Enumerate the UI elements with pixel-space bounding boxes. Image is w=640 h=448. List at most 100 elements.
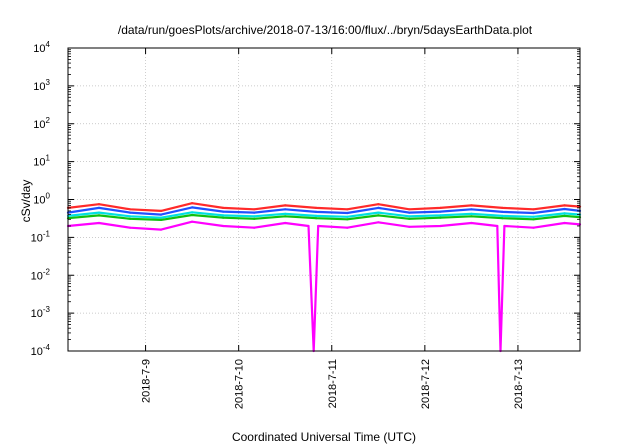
data-point: [346, 208, 349, 211]
data-point: [97, 214, 101, 217]
data-point: [284, 215, 287, 218]
y-tick-label: 102: [33, 116, 50, 131]
data-point: [129, 217, 132, 220]
data-point: [315, 214, 318, 217]
data-point: [408, 225, 411, 228]
data-point: [253, 215, 256, 218]
data-point: [307, 224, 310, 228]
data-point: [532, 226, 535, 229]
data-point: [315, 210, 318, 213]
data-point: [439, 214, 442, 217]
y-tick-label: 10-1: [31, 229, 51, 244]
data-point: [377, 214, 380, 217]
data-point: [470, 208, 473, 211]
series-line: [67, 211, 581, 219]
grid-lines: [68, 48, 580, 351]
data-point: [377, 203, 380, 206]
data-point: [129, 211, 132, 214]
data-point: [439, 210, 442, 213]
data-point: [532, 218, 535, 221]
data-point: [470, 212, 473, 215]
data-point: [501, 214, 504, 217]
data-point: [377, 211, 380, 214]
data-point: [253, 226, 256, 229]
data-point: [346, 211, 349, 215]
data-point: [222, 210, 225, 213]
data-point: [563, 221, 566, 225]
x-axis-label: Coordinated Universal Time (UTC): [232, 430, 416, 444]
data-point: [377, 221, 380, 224]
data-point: [160, 218, 163, 221]
data-point: [408, 215, 411, 218]
x-tick-label: 2018-7-13: [513, 359, 525, 409]
data-point: [377, 206, 380, 209]
data-point: [317, 224, 320, 228]
series-line: [67, 213, 581, 221]
data-point: [191, 202, 194, 205]
data-point: [470, 221, 473, 225]
data-point: [501, 206, 504, 209]
data-point: [346, 226, 349, 229]
data-point: [129, 208, 132, 211]
data-point: [253, 208, 256, 211]
data-point: [191, 220, 194, 223]
data-point: [563, 212, 566, 215]
data-point: [160, 209, 163, 212]
data-point: [129, 215, 132, 218]
data-point: [496, 224, 499, 228]
y-tick-label: 10-3: [31, 305, 51, 320]
series-group: [66, 202, 582, 353]
series-line: [67, 206, 581, 216]
series-line: [67, 220, 581, 353]
data-point: [408, 208, 411, 211]
y-tick-label: 101: [33, 154, 50, 169]
x-tick-label: 2018-7-12: [420, 359, 432, 409]
data-point: [532, 215, 535, 218]
data-point: [439, 216, 442, 219]
data-point: [501, 210, 504, 213]
data-point: [284, 204, 287, 207]
y-tick-label: 103: [33, 78, 50, 93]
data-point: [346, 215, 349, 218]
x-tick-label: 2018-7-9: [141, 359, 153, 403]
data-point: [160, 216, 163, 219]
data-point: [253, 211, 256, 214]
data-point: [222, 216, 225, 219]
data-point: [129, 226, 132, 229]
axis-ticks: 10-4 10-3 10-2 10-1 100 101 102 103 104 2018-7-9 2…: [31, 40, 580, 409]
data-point: [532, 208, 535, 211]
data-point: [284, 221, 287, 225]
data-point: [284, 208, 287, 211]
data-point: [97, 221, 101, 225]
y-tick-label: 10-4: [31, 343, 51, 358]
data-point: [346, 218, 349, 221]
data-point: [563, 204, 566, 207]
data-point: [222, 206, 225, 209]
y-tick-label: 10-2: [31, 267, 51, 282]
data-point: [532, 211, 535, 215]
data-point: [222, 224, 225, 228]
data-point: [284, 212, 287, 215]
data-point: [563, 207, 566, 211]
x-tick-label: 2018-7-10: [234, 359, 246, 409]
data-point: [222, 214, 225, 217]
data-point: [408, 217, 411, 220]
data-point: [191, 211, 194, 214]
data-point: [97, 211, 101, 214]
data-point: [191, 206, 194, 209]
data-point: [408, 211, 411, 214]
data-point: [470, 215, 473, 218]
data-point: [160, 228, 163, 231]
y-tick-label: 100: [33, 192, 50, 207]
data-point: [97, 203, 101, 206]
data-point: [470, 204, 473, 207]
y-tick-label: 104: [33, 40, 50, 55]
data-point: [315, 206, 318, 209]
data-point: [160, 213, 163, 216]
data-point: [315, 217, 318, 220]
data-point: [439, 206, 442, 209]
data-point: [253, 217, 256, 220]
data-point: [563, 214, 566, 217]
data-point: [97, 206, 101, 209]
